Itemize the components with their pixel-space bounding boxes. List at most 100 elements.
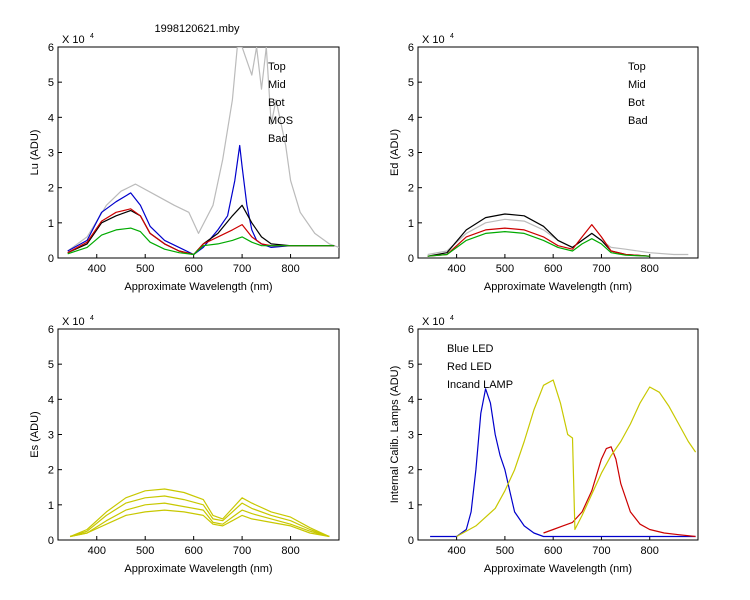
series-line-bad — [67, 47, 339, 252]
legend-entry-blue-led: Blue LED — [447, 343, 494, 355]
chart-panel-lu: 0 1 2 3 4 5 6 400 500 600 700 800 X 10 4 Approximate W… — [29, 33, 340, 293]
plot-frame — [57, 46, 340, 259]
x-tick-label: 700 — [233, 263, 251, 275]
y-tick-label: 4 — [48, 394, 54, 406]
x-axis-label: Approximate Wavelength (nm) — [124, 563, 272, 575]
y-tick-label: 2 — [408, 465, 414, 477]
y-tick-label: 1 — [408, 500, 414, 512]
chart-panel-es: 0 1 2 3 4 5 6 400 500 600 700 800 X 10 4 Approximate W… — [29, 315, 340, 575]
legend-entry-bot: Bot — [268, 97, 285, 109]
legend-entry-bad: Bad — [628, 115, 648, 127]
x-tick-label: 400 — [88, 545, 106, 557]
x-tick-label: 600 — [544, 545, 562, 557]
y-axis-label: Internal Calib. Lamps (ADU) — [389, 366, 401, 504]
x-tick-label: 500 — [136, 263, 154, 275]
legend-entry-mid: Mid — [268, 79, 286, 91]
x-tick-label: 700 — [233, 545, 251, 557]
legend-entry-mid: Mid — [628, 79, 646, 91]
series-line-bot — [427, 231, 650, 257]
y-tick-label: 6 — [48, 42, 54, 54]
series-line-mos — [67, 144, 335, 256]
figure-title: 1998120621.mby — [154, 23, 240, 35]
y-multiplier: X 10 — [62, 316, 85, 328]
y-tick-label: 4 — [408, 394, 414, 406]
series-line-blue-led — [430, 388, 696, 538]
y-tick-label: 1 — [48, 500, 54, 512]
y-tick-label: 1 — [48, 218, 54, 230]
y-tick-label: 0 — [48, 535, 54, 547]
series-line-top — [427, 213, 650, 257]
x-tick-label: 800 — [641, 263, 659, 275]
series-line-es-3 — [69, 502, 330, 538]
legend-entry-mos: MOS — [268, 115, 293, 127]
x-tick-label: 600 — [184, 263, 202, 275]
x-tick-label: 500 — [136, 545, 154, 557]
x-tick-label: 600 — [184, 545, 202, 557]
y-exponent: 4 — [90, 315, 94, 322]
series-group — [430, 379, 697, 538]
y-tick-label: 3 — [408, 148, 414, 160]
y-tick-label: 0 — [48, 253, 54, 265]
y-multiplier: X 10 — [62, 34, 85, 46]
y-tick-label: 0 — [408, 253, 414, 265]
x-tick-label: 800 — [641, 545, 659, 557]
y-tick-label: 6 — [408, 324, 414, 336]
plot-frame — [57, 328, 340, 541]
series-line-incand-lamp — [456, 379, 697, 538]
x-tick-label: 700 — [592, 263, 610, 275]
legend-entry-bot: Bot — [628, 97, 645, 109]
y-axis-label: Es (ADU) — [29, 411, 41, 457]
y-tick-label: 3 — [48, 148, 54, 160]
x-tick-label: 400 — [447, 263, 465, 275]
y-axis-label: Ed (ADU) — [389, 129, 401, 176]
x-tick-label: 800 — [281, 263, 299, 275]
x-axis-label: Approximate Wavelength (nm) — [484, 563, 632, 575]
x-tick-label: 400 — [88, 263, 106, 275]
y-multiplier: X 10 — [422, 34, 445, 46]
y-tick-label: 4 — [48, 112, 54, 124]
series-group — [67, 47, 339, 256]
legend: Blue LED Red LED Incand LAMP — [447, 343, 513, 391]
series-line-mid — [427, 224, 650, 257]
x-tick-label: 700 — [592, 545, 610, 557]
chart-panel-lamps: 0 1 2 3 4 5 6 400 500 600 700 800 X 10 4 Approximate W… — [389, 315, 699, 575]
x-tick-label: 500 — [496, 545, 514, 557]
y-tick-label: 1 — [408, 218, 414, 230]
series-line-bot — [67, 227, 335, 256]
y-tick-label: 3 — [408, 430, 414, 442]
y-tick-label: 5 — [408, 359, 414, 371]
y-tick-label: 4 — [408, 112, 414, 124]
y-tick-label: 3 — [48, 430, 54, 442]
x-axis-label: Approximate Wavelength (nm) — [124, 281, 272, 293]
y-tick-label: 5 — [48, 359, 54, 371]
plot-frame — [417, 46, 699, 259]
y-axis-label: Lu (ADU) — [29, 130, 41, 176]
x-tick-label: 500 — [496, 263, 514, 275]
legend-entry-top: Top — [628, 61, 646, 73]
x-tick-label: 400 — [447, 545, 465, 557]
y-exponent: 4 — [450, 315, 454, 322]
y-tick-label: 2 — [408, 183, 414, 195]
y-tick-label: 5 — [408, 77, 414, 89]
legend-entry-red-led: Red LED — [447, 361, 492, 373]
series-line-es-1 — [69, 488, 330, 538]
y-tick-label: 2 — [48, 183, 54, 195]
series-line-es-4 — [69, 509, 330, 538]
series-group — [69, 488, 330, 538]
series-line-es-2 — [69, 495, 330, 538]
chart-panel-ed: 0 1 2 3 4 5 6 400 500 600 700 800 X 10 4 Approximate W… — [389, 33, 699, 293]
series-group — [427, 213, 689, 257]
y-exponent: 4 — [450, 33, 454, 40]
y-tick-label: 0 — [408, 535, 414, 547]
legend: Top Mid Bot MOS Bad — [268, 61, 293, 145]
x-tick-label: 600 — [544, 263, 562, 275]
y-multiplier: X 10 — [422, 316, 445, 328]
series-line-red-led — [543, 446, 696, 538]
y-tick-label: 6 — [48, 324, 54, 336]
y-tick-label: 6 — [408, 42, 414, 54]
y-tick-label: 5 — [48, 77, 54, 89]
legend-entry-bad: Bad — [268, 133, 288, 145]
y-tick-label: 2 — [48, 465, 54, 477]
legend: Top Mid Bot Bad — [628, 61, 648, 127]
